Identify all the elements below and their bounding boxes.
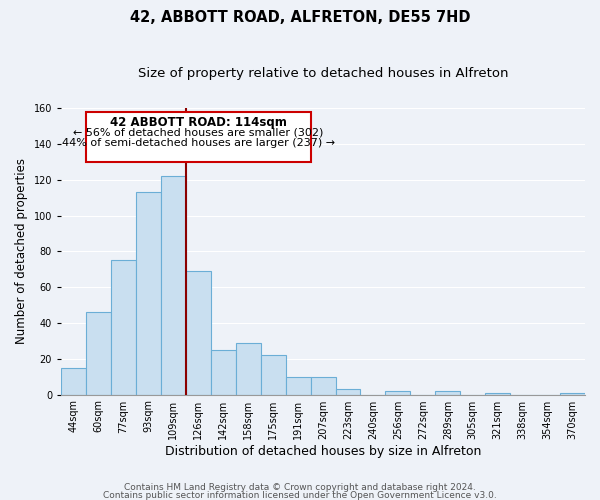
Text: 42 ABBOTT ROAD: 114sqm: 42 ABBOTT ROAD: 114sqm xyxy=(110,116,287,129)
Text: ← 56% of detached houses are smaller (302): ← 56% of detached houses are smaller (30… xyxy=(73,128,323,138)
Bar xyxy=(86,312,111,394)
Text: 44% of semi-detached houses are larger (237) →: 44% of semi-detached houses are larger (… xyxy=(62,138,335,148)
Bar xyxy=(136,192,161,394)
Bar xyxy=(311,376,335,394)
Title: Size of property relative to detached houses in Alfreton: Size of property relative to detached ho… xyxy=(138,68,508,80)
Bar xyxy=(485,393,510,394)
X-axis label: Distribution of detached houses by size in Alfreton: Distribution of detached houses by size … xyxy=(165,444,481,458)
Bar xyxy=(436,391,460,394)
Bar xyxy=(286,376,311,394)
Text: Contains public sector information licensed under the Open Government Licence v3: Contains public sector information licen… xyxy=(103,490,497,500)
Bar xyxy=(111,260,136,394)
Bar xyxy=(236,342,260,394)
Bar xyxy=(385,391,410,394)
Bar xyxy=(186,271,211,394)
Bar xyxy=(211,350,236,395)
Bar xyxy=(61,368,86,394)
FancyBboxPatch shape xyxy=(86,112,311,162)
Bar xyxy=(260,355,286,395)
Bar xyxy=(335,389,361,394)
Text: Contains HM Land Registry data © Crown copyright and database right 2024.: Contains HM Land Registry data © Crown c… xyxy=(124,484,476,492)
Y-axis label: Number of detached properties: Number of detached properties xyxy=(15,158,28,344)
Bar xyxy=(161,176,186,394)
Text: 42, ABBOTT ROAD, ALFRETON, DE55 7HD: 42, ABBOTT ROAD, ALFRETON, DE55 7HD xyxy=(130,10,470,25)
Bar xyxy=(560,393,585,394)
